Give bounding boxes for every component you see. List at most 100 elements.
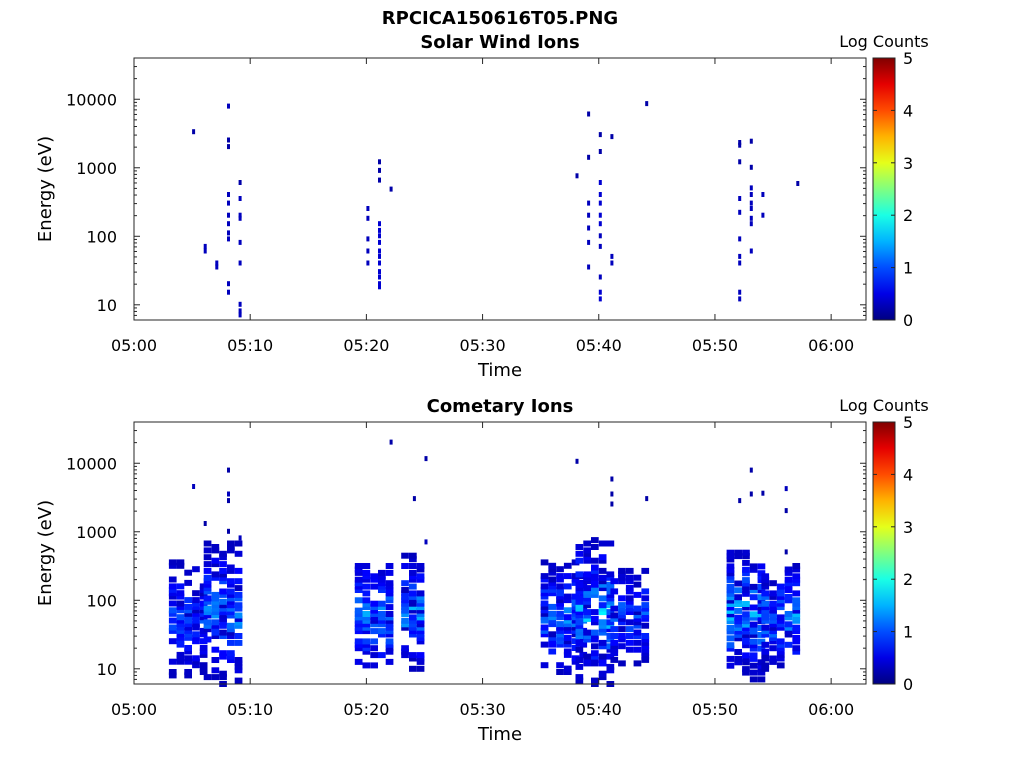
data-cell [784, 583, 793, 590]
data-cell [378, 274, 381, 280]
data-cell [633, 639, 642, 646]
data-cell [776, 614, 785, 621]
data-cell [354, 587, 363, 593]
data-cell [176, 562, 185, 569]
data-cell [401, 604, 409, 611]
data-cell [234, 612, 243, 619]
data-cell [738, 209, 742, 215]
data-cell [784, 508, 788, 514]
data-cell [776, 597, 785, 604]
data-cell [211, 622, 220, 629]
data-cell [591, 574, 599, 581]
data-cell [556, 590, 564, 597]
data-cell [556, 631, 564, 638]
data-cell [734, 618, 742, 625]
data-cell [168, 593, 177, 600]
data-cell [192, 638, 200, 645]
data-cell [726, 566, 735, 573]
data-cell [761, 652, 770, 659]
data-cell [761, 617, 770, 624]
data-cell [192, 600, 200, 607]
data-cell [354, 580, 363, 587]
data-cell [234, 663, 243, 670]
data-cell [199, 607, 208, 614]
data-cell [378, 260, 381, 266]
data-cell [749, 611, 758, 618]
data-cell [227, 221, 230, 227]
data-cell [370, 628, 378, 635]
data-cell [416, 611, 425, 617]
data-cell [227, 564, 235, 571]
data-cell [726, 662, 735, 669]
data-cell [625, 574, 634, 581]
data-cell [203, 588, 212, 595]
data-cell [598, 602, 607, 609]
data-cell [606, 588, 615, 595]
data-cell [587, 225, 591, 231]
data-cell [738, 253, 742, 259]
data-cell [385, 597, 394, 604]
data-cell [591, 677, 599, 684]
data-cell [742, 625, 750, 631]
data-cell [591, 657, 599, 663]
colorbar [872, 57, 896, 321]
data-cell [540, 583, 549, 590]
data-cell [625, 633, 634, 639]
data-cell [227, 588, 235, 595]
data-cell [211, 591, 220, 598]
data-cell [234, 567, 243, 574]
data-cell [362, 621, 371, 628]
data-cell [203, 619, 212, 626]
data-cell [401, 597, 409, 604]
data-cell [618, 612, 626, 619]
data-cell [385, 590, 394, 597]
data-cell [641, 639, 650, 646]
data-cell [556, 669, 564, 675]
data-cell [362, 614, 371, 621]
data-cell [726, 549, 735, 556]
data-cell [575, 674, 584, 681]
data-cell [734, 587, 742, 594]
data-cell [227, 639, 235, 646]
data-cell [769, 655, 777, 662]
data-cell [633, 574, 642, 581]
data-cell [540, 614, 549, 621]
data-cell [734, 594, 742, 601]
data-cell [540, 590, 549, 597]
data-cell [219, 571, 227, 578]
data-cell [757, 659, 766, 666]
data-cell [749, 676, 758, 683]
data-cell [625, 567, 634, 574]
data-cell [734, 553, 742, 560]
data-cell [219, 670, 227, 677]
data-cell [583, 633, 591, 639]
data-cell [591, 660, 599, 667]
data-cell [734, 635, 742, 642]
data-cell [416, 638, 425, 645]
data-cell [199, 645, 208, 651]
data-cell [354, 614, 363, 621]
data-cell [176, 617, 185, 624]
data-cell [370, 662, 378, 669]
data-cell [203, 585, 212, 592]
data-cell [385, 593, 394, 600]
data-cell [168, 600, 177, 607]
data-cell [610, 578, 619, 585]
data-cell [749, 563, 758, 570]
data-cell [378, 569, 386, 576]
data-cell [199, 610, 208, 617]
data-cell [385, 658, 394, 665]
data-cell [784, 576, 793, 583]
data-cell [199, 648, 208, 655]
data-cell [176, 600, 185, 607]
data-cell [579, 600, 588, 607]
data-cell [370, 638, 378, 645]
data-cell [234, 657, 243, 663]
data-cell [792, 635, 801, 641]
data-cell [633, 622, 642, 629]
data-cell [227, 236, 230, 242]
data-cell [416, 655, 425, 662]
data-cell [587, 239, 591, 245]
data-cell [591, 588, 599, 595]
